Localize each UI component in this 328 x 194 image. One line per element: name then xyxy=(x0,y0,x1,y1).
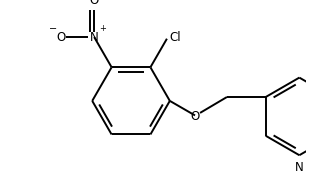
Text: N: N xyxy=(295,161,304,174)
Text: Cl: Cl xyxy=(170,31,181,44)
Text: +: + xyxy=(99,24,106,33)
Text: −: − xyxy=(49,23,57,34)
Text: N: N xyxy=(90,30,98,43)
Text: O: O xyxy=(90,0,99,7)
Text: O: O xyxy=(56,30,66,43)
Text: O: O xyxy=(191,110,200,123)
